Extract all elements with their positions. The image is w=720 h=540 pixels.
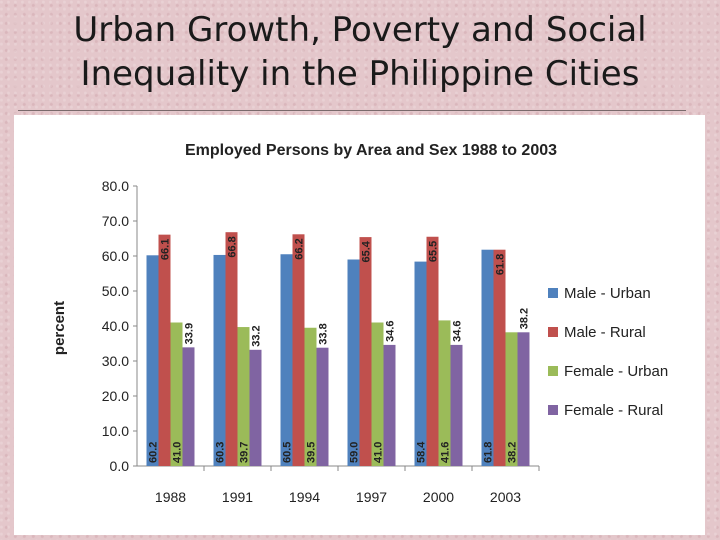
x-tick-label: 2003 [490,489,521,505]
bar-male-urban-1991 [213,254,226,466]
slide-title-line-1: Urban Growth, Poverty and Social [73,10,647,50]
bar-female-urban-1988 [170,322,183,466]
title-divider [18,110,686,111]
data-label: 61.8 [495,254,507,275]
bar-female-rural-1988 [182,347,195,466]
bar-female-urban-1997 [371,322,384,466]
legend-swatch [548,288,558,298]
bar-male-rural-1988 [158,234,171,466]
x-tick-label: 1997 [356,489,387,505]
data-label: 34.6 [385,320,397,341]
y-tick-label: 60.0 [102,248,129,264]
legend-label: Female - Rural [564,402,663,419]
bar-male-urban-1994 [280,254,293,466]
legend-label: Male - Urban [564,285,651,302]
x-tick-label: 1994 [289,489,320,505]
data-label: 38.2 [507,442,519,463]
chart-panel: Employed Persons by Area and Sex 1988 to… [14,115,705,535]
x-tick-label: 2000 [423,489,454,505]
chart-title: Employed Persons by Area and Sex 1988 to… [185,142,557,159]
bar-female-urban-2000 [438,320,451,466]
legend-swatch [548,366,558,376]
bar-male-rural-1994 [292,234,305,466]
data-label: 65.4 [361,240,373,262]
y-tick-label: 50.0 [102,283,129,299]
axes-group: 0.0 10.0 20.0 30.0 40.0 50.0 60.0 70.0 80.0 1988 1… [102,178,540,505]
legend-swatch [548,327,558,337]
bar-male-rural-2003 [493,249,506,466]
bar-female-urban-1994 [304,327,317,466]
legend-swatch [548,405,558,415]
y-tick-label: 10.0 [102,423,129,439]
data-label: 33.9 [184,323,196,344]
y-tick-label: 30.0 [102,353,129,369]
bar-female-rural-1997 [383,344,396,466]
bar-chart: Employed Persons by Area and Sex 1988 to… [51,142,668,505]
data-label: 66.2 [294,238,306,259]
data-label: 66.8 [227,236,239,257]
data-label: 60.5 [282,442,294,463]
bar-female-urban-2003 [505,332,518,466]
slide-title-line-2: Inequality in the Philippine Cities [80,54,640,94]
data-label: 66.1 [160,239,172,260]
data-label: 41.6 [440,442,452,463]
data-label: 60.2 [148,442,160,463]
bar-female-rural-2000 [450,344,463,466]
data-label: 33.2 [251,325,263,346]
x-tick-label: 1988 [155,489,186,505]
y-tick-label: 0.0 [110,458,130,474]
data-label: 34.6 [452,320,464,341]
bar-male-rural-1991 [225,232,238,466]
data-label: 41.0 [373,442,385,463]
y-tick-label: 80.0 [102,178,129,194]
bar-male-urban-2000 [414,261,427,466]
data-label: 65.5 [428,241,440,262]
y-tick-label: 40.0 [102,318,129,334]
data-label: 58.4 [416,441,428,463]
data-label: 38.2 [519,308,531,329]
data-label: 59.0 [349,442,361,463]
data-label: 41.0 [172,442,184,463]
y-tick-label: 20.0 [102,388,129,404]
bar-male-urban-2003 [481,249,494,466]
bar-female-rural-1994 [316,347,329,466]
x-tick-label: 1991 [222,489,253,505]
data-label: 61.8 [483,442,495,463]
data-label: 33.8 [318,323,330,344]
bar-female-rural-1991 [249,349,262,466]
bar-male-rural-1997 [359,237,372,466]
bar-female-urban-1991 [237,327,250,466]
y-tick-label: 70.0 [102,213,129,229]
slide-title: Urban Growth, Poverty and Social Inequal… [0,8,720,96]
data-label: 39.7 [239,442,251,463]
bar-male-urban-1997 [347,259,360,466]
bar-male-urban-1988 [146,255,159,466]
bar-female-rural-2003 [517,332,530,466]
legend: Male - Urban Male - Rural Female - Urban Fe… [548,285,668,419]
bars-group: 60.2 66.1 41.0 33.9 60.3 66.8 39.7 33.2 60.5 66.2… [146,232,531,466]
bar-male-rural-2000 [426,236,439,466]
data-label: 39.5 [306,442,318,463]
legend-label: Female - Urban [564,363,668,380]
legend-label: Male - Rural [564,324,646,341]
y-axis-label: percent [51,301,68,355]
data-label: 60.3 [215,442,227,463]
